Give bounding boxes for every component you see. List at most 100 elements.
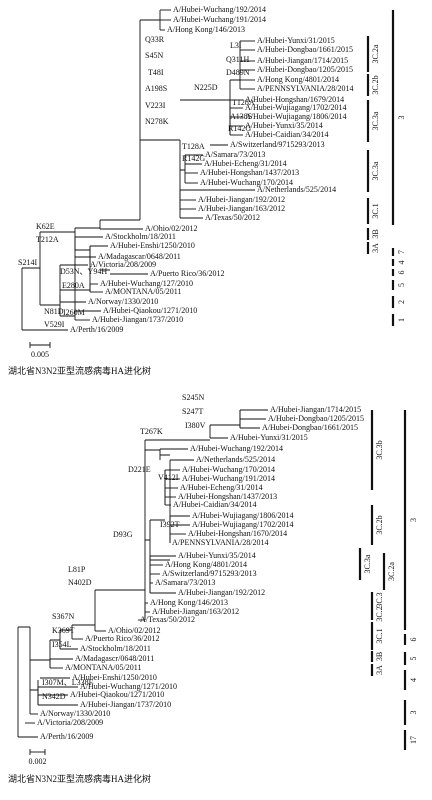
clade-label: 3C.2b — [375, 515, 384, 534]
tip-label: A/Puerto Rico/36/2012 — [150, 269, 224, 278]
tip-label: A/Hubei-Qiaokou/1271/2010 — [103, 306, 197, 315]
tip-label: A/Norway/1330/2010 — [88, 297, 158, 306]
tip-label: A/Netherlands/525/2014 — [257, 185, 336, 194]
caption: 湖北省N3N2亚型流感病毒HA进化树 — [8, 365, 151, 376]
clade-label: 3C.3 — [375, 592, 384, 607]
mutation-label: S45N — [145, 51, 163, 60]
mutation-label: V529I — [44, 320, 65, 329]
group-label: 4 — [409, 678, 418, 682]
clade-label: 3C.2a — [387, 562, 396, 581]
tip-label: A/Hubei-Caidian/34/2014 — [245, 130, 329, 139]
group-label: 4 — [397, 261, 406, 265]
mutation-label: Q311H — [226, 55, 249, 64]
tip-label: A/Puerto Rico/36/2012 — [85, 634, 159, 643]
tree-backbone — [21, 19, 240, 330]
tip-label: A/Hong Kong/4801/2014 — [165, 560, 247, 569]
mutation-label: I392T — [160, 520, 180, 529]
tip-label: A/Stockholm/18/2011 — [80, 644, 151, 653]
mutation-label: N225D — [194, 83, 218, 92]
mutation-label: V223I — [145, 101, 166, 110]
tip-label: A/Hubei-Jiangan/1737/2010 — [80, 700, 171, 709]
tip-label: A/Texas/50/2012 — [205, 213, 260, 222]
tip-label: A/Texas/50/2012 — [140, 615, 195, 624]
clade-label: 3C.3a — [371, 161, 380, 180]
mutation-label: R142G — [228, 124, 251, 133]
tip-label: A/Hubei-Wuchang/191/2014 — [173, 15, 266, 24]
mutation-label: S247T — [182, 407, 203, 416]
tip-label: A/Hubei-Jiangan/163/2012 — [152, 607, 239, 616]
tip-label: A/Hubei-Wuchang/1271/2010 — [80, 682, 177, 691]
tip-label: A/Norway/1330/2010 — [40, 709, 110, 718]
tip-label: A/Hubei-Wujiagang/1702/2014 — [192, 520, 293, 529]
clade-label: 3C.2b — [371, 75, 380, 94]
mutation-label: D221E — [128, 465, 151, 474]
clade-label: 3C.3b — [375, 440, 384, 459]
tip-label: A/PENNSYLVANIA/28/2014 — [172, 538, 268, 547]
mutation-label: T212A — [36, 235, 59, 244]
tip-label: A/Hubei-Hongshan/1437/2013 — [178, 492, 277, 501]
tip-label: A/Hubei-Yunxi/31/2015 — [230, 433, 308, 442]
mutation-label: R142G — [182, 154, 205, 163]
tip-label: A/Hubei-Dongbao/1661/2015 — [262, 423, 358, 432]
tip-label: A/PENNSYLVANIA/28/2014 — [257, 84, 353, 93]
mutation-label: N81D — [44, 307, 64, 316]
tip-label: A/Ohio/02/2012 — [145, 224, 197, 233]
tip-label: A/Hubei-Jiangan/1714/2015 — [257, 56, 348, 65]
tip-label: A/Hong Kong/146/2013 — [150, 598, 228, 607]
tip-label: A/Hubei-Jiangan/1737/2010 — [92, 315, 183, 324]
tip-label: A/MONTANA/05/2011 — [105, 287, 181, 296]
clade-label: 3C.1 — [375, 628, 384, 643]
tip-label: A/Hubei-Yunxi/35/2014 — [245, 121, 323, 130]
tip-label: A/Hong Kong/146/2013 — [167, 25, 245, 34]
mutation-label: D489N — [226, 68, 250, 77]
tip-label: A/Hubei-Echeng/31/2014 — [180, 483, 263, 492]
tip-label: A/Victoria/208/2009 — [90, 260, 156, 269]
group-label: 7 — [397, 250, 406, 254]
tip-label: A/Ohio/02/2012 — [108, 626, 160, 635]
mutation-label: S367N — [52, 612, 74, 621]
clade-label: 3C.2a — [371, 44, 380, 63]
tip-label: A/Stockholm/18/2011 — [105, 232, 176, 241]
group-label: 2 — [397, 300, 406, 304]
tip-label: A/Victoria/208/2009 — [37, 718, 103, 727]
tip-label: A/Hubei-Yunxi/35/2014 — [178, 551, 256, 560]
tip-label: A/Madagascar/0648/2011 — [98, 252, 181, 261]
group-label: 17 — [409, 736, 418, 744]
group-label: 5 — [397, 283, 406, 287]
tip-label: A/Samara/73/2013 — [205, 150, 265, 159]
mutation-label: T128A — [182, 142, 205, 151]
tip-label: A/Hubei-Wujiagang/1806/2014 — [245, 112, 346, 121]
tip-label: A/Hubei-Wuchang/170/2014 — [200, 178, 293, 187]
group-label: 3 — [409, 518, 418, 522]
tip-label: A/Hubei-Yunxi/31/2015 — [257, 36, 335, 45]
group-label: 3 — [397, 116, 406, 120]
tip-label: A/Perth/16/2009 — [70, 325, 123, 334]
mutation-label: L81P — [68, 565, 86, 574]
tip-label: A/Hubei-Wuchang/127/2010 — [100, 279, 193, 288]
mutation-label: I260M — [63, 308, 85, 317]
mutation-label: E280A — [62, 281, 85, 290]
group-label: 6 — [409, 638, 418, 642]
mutation-label: N342D — [42, 692, 66, 701]
tip-label: A/Hubei-Wuchang/192/2014 — [173, 5, 266, 14]
mutation-label: Q33R — [145, 35, 165, 44]
mutation-label: D93G — [113, 530, 133, 539]
tip-label: A/Hubei-Dongbao/1205/2015 — [257, 65, 353, 74]
mutation-label: T48I — [148, 68, 164, 77]
tip-label: A/Hubei-Hongshan/1670/2014 — [188, 529, 287, 538]
clade-label: 3A — [375, 665, 384, 675]
mutation-label: A138S — [230, 112, 252, 121]
mutation-label: I307M、L338F — [42, 678, 94, 687]
group-label: 3 — [409, 711, 418, 715]
tip-label: A/MONTANA/05/2011 — [65, 663, 141, 672]
tip-label: A/Hong Kong/4801/2014 — [257, 75, 339, 84]
tip-label: A/Perth/16/2009 — [40, 732, 93, 741]
mutation-label: I380V — [185, 421, 206, 430]
clade-label: 3C.3a — [363, 554, 372, 573]
scale-label: 0.005 — [31, 350, 49, 359]
tip-label: A/Hubei-Jiangan/192/2012 — [178, 588, 265, 597]
tip-label: A/Hubei-Wujiagang/1702/2014 — [245, 103, 346, 112]
tip-label: A/Hubei-Jiangan/192/2012 — [198, 195, 285, 204]
mutation-label: V412I — [158, 473, 179, 482]
